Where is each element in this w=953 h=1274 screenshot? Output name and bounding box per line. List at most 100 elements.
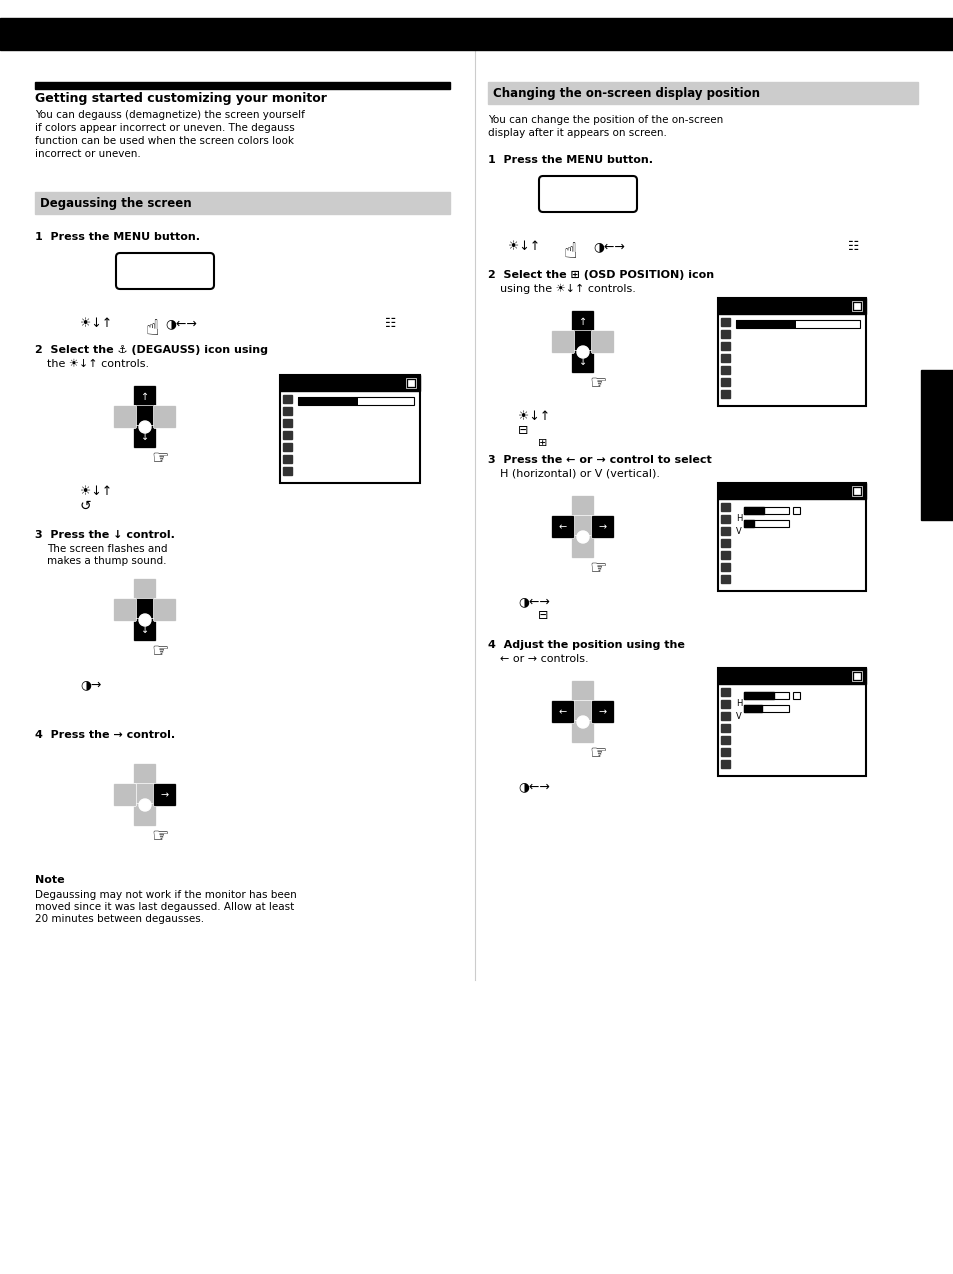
Bar [283,431,292,440]
FancyBboxPatch shape [571,496,594,519]
Bar [743,705,788,712]
Text: ☝: ☝ [145,318,158,339]
Text: ↺: ↺ [80,499,91,513]
Text: ◑←→: ◑←→ [517,780,549,792]
FancyBboxPatch shape [551,330,574,353]
Text: 2  Select the ⊞ (OSD POSITION) icon: 2 Select the ⊞ (OSD POSITION) icon [488,270,714,280]
Text: →: → [161,790,169,800]
FancyBboxPatch shape [113,784,136,806]
Text: →: → [598,522,606,533]
Bar [408,380,414,386]
FancyBboxPatch shape [591,330,614,353]
Bar [720,699,729,708]
Bar [283,468,292,475]
FancyBboxPatch shape [571,680,594,703]
Text: 20 minutes between degausses.: 20 minutes between degausses. [35,913,204,924]
Text: 3  Press the ↓ control.: 3 Press the ↓ control. [35,530,174,540]
Bar [920,369,953,520]
Circle shape [577,347,588,358]
Text: 2  Select the ⚓ (DEGAUSS) icon using: 2 Select the ⚓ (DEGAUSS) icon using [35,345,268,355]
Bar [718,298,865,406]
Circle shape [577,531,588,543]
Text: ☀↓↑: ☀↓↑ [80,485,112,498]
FancyBboxPatch shape [116,254,213,289]
FancyBboxPatch shape [571,535,594,558]
FancyBboxPatch shape [153,405,176,428]
Bar [851,485,862,496]
Bar [735,320,795,327]
Text: ⊟: ⊟ [537,609,548,622]
FancyBboxPatch shape [571,311,594,334]
Text: ◑←→: ◑←→ [165,317,196,330]
Circle shape [139,614,151,626]
Bar [853,488,859,494]
Bar [743,507,788,513]
Bar [792,692,800,699]
Bar [35,192,450,214]
Bar [743,692,788,699]
Text: H: H [735,513,741,524]
Text: ☞: ☞ [588,744,606,763]
Bar [297,397,414,405]
FancyBboxPatch shape [113,405,136,428]
Bar [720,390,729,397]
FancyBboxPatch shape [133,804,156,827]
Text: ☞: ☞ [588,559,606,578]
Bar [720,503,729,511]
Bar [720,341,729,350]
Bar [720,688,729,696]
FancyBboxPatch shape [133,386,156,409]
FancyBboxPatch shape [153,784,176,806]
FancyBboxPatch shape [571,516,594,539]
Bar [718,668,865,684]
FancyBboxPatch shape [133,426,156,448]
FancyBboxPatch shape [133,578,156,601]
Text: H (horizontal) or V (vertical).: H (horizontal) or V (vertical). [499,469,659,479]
Text: ↓: ↓ [141,626,149,634]
Bar [283,419,292,427]
Text: moved since it was last degaussed. Allow at least: moved since it was last degaussed. Allow… [35,902,294,912]
Text: ↓: ↓ [141,432,149,442]
Bar [406,378,416,389]
Bar [718,483,865,499]
Text: Note: Note [35,875,65,885]
Circle shape [139,799,151,812]
Text: function can be used when the screen colors look: function can be used when the screen col… [35,136,294,147]
Bar [743,520,788,527]
Bar [720,748,729,755]
Circle shape [139,420,151,433]
Bar [743,507,763,513]
Bar [853,673,859,679]
Text: ↑: ↑ [141,392,149,403]
Text: ☝: ☝ [562,242,576,262]
Bar [720,527,729,535]
Text: 4  Adjust the position using the: 4 Adjust the position using the [488,640,684,650]
FancyBboxPatch shape [551,516,574,539]
Text: ☀↓↑: ☀↓↑ [517,410,550,423]
Bar [720,563,729,571]
FancyBboxPatch shape [571,721,594,744]
Text: 3  Press the ← or → control to select: 3 Press the ← or → control to select [488,455,711,465]
Text: ☞: ☞ [151,642,169,661]
Text: V: V [735,527,741,536]
Text: ← or → controls.: ← or → controls. [499,654,588,664]
Text: ⊟: ⊟ [517,424,528,437]
Bar [718,483,865,591]
Text: ◑←→: ◑←→ [517,595,549,608]
Bar [488,82,917,104]
Bar [720,539,729,547]
Text: ↓: ↓ [578,357,586,367]
Bar [283,455,292,462]
Text: Changing the on-screen display position: Changing the on-screen display position [493,87,760,99]
Bar [283,395,292,403]
FancyBboxPatch shape [571,701,594,724]
Text: display after it appears on screen.: display after it appears on screen. [488,127,666,138]
Bar [297,397,357,405]
Bar [0,18,953,50]
Text: ☷: ☷ [847,240,859,254]
FancyBboxPatch shape [133,763,156,786]
Bar [851,671,862,682]
Bar [283,406,292,415]
Bar [720,515,729,524]
Bar [743,692,773,699]
